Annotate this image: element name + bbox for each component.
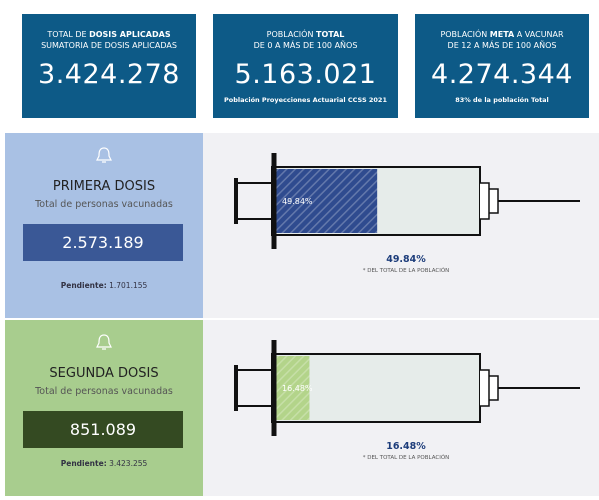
dose-subtitle: Total de personas vacunadas — [5, 199, 203, 210]
syringe-tip — [480, 183, 498, 219]
syringe-tip — [480, 370, 498, 406]
card-note: 83% de la población Total — [415, 96, 589, 104]
percent-note: * DEL TOTAL DE LA POBLACIÓN — [363, 267, 450, 274]
dose-title: PRIMERA DOSIS — [5, 179, 203, 194]
percent-label: 16.48% — [386, 441, 426, 452]
heading-bold: META — [490, 30, 514, 39]
card-value: 5.163.021 — [213, 59, 398, 90]
fill-label: 16.48% — [282, 384, 313, 393]
dose-subtitle: Total de personas vacunadas — [5, 386, 203, 397]
heading-text: TOTAL DE — [47, 30, 89, 39]
card-note: Población Proyecciones Actuarial CCSS 20… — [213, 96, 398, 104]
card-value: 3.424.278 — [22, 59, 196, 90]
heading-bold: TOTAL — [316, 30, 344, 39]
bell-outline — [97, 148, 111, 162]
page: TOTAL DE DOSIS APLICADASSUMATORIA DE DOS… — [0, 0, 599, 496]
bell-outline — [97, 335, 111, 349]
pending: Pendiente: 3.423.255 — [5, 459, 203, 468]
heading-bold: DOSIS APLICADAS — [89, 30, 171, 39]
pending-label: Pendiente: — [61, 281, 107, 290]
percent-label: 49.84% — [386, 254, 426, 265]
fill-label: 49.84% — [282, 197, 313, 206]
card-subheading: DE 12 A MÁS DE 100 AÑOS — [415, 40, 589, 51]
pending-value: 1.701.155 — [109, 281, 147, 290]
card-subheading: DE 0 A MÁS DE 100 AÑOS — [213, 40, 398, 51]
card-heading: POBLACIÓN TOTAL — [213, 29, 398, 40]
dose-panel: SEGUNDA DOSIS Total de personas vacunadas… — [5, 320, 203, 496]
heading-text: POBLACIÓN — [267, 30, 316, 39]
syringe-panel: 49.84% 49.84% * DEL TOTAL DE LA POBLACIÓN — [203, 133, 599, 318]
syringe-panel: 16.48% 16.48% * DEL TOTAL DE LA POBLACIÓN — [203, 320, 599, 496]
card-heading: TOTAL DE DOSIS APLICADAS — [22, 29, 196, 40]
heading-text: A VACUNAR — [514, 30, 563, 39]
card-subheading: SUMATORIA DE DOSIS APLICADAS — [22, 40, 196, 51]
percent-note: * DEL TOTAL DE LA POBLACIÓN — [363, 454, 450, 461]
heading-text: POBLACIÓN — [440, 30, 489, 39]
card-heading: POBLACIÓN META A VACUNAR — [415, 29, 589, 40]
dose-title: SEGUNDA DOSIS — [5, 366, 203, 381]
dose-count: 851.089 — [23, 411, 183, 448]
dose-count: 2.573.189 — [23, 224, 183, 261]
card-value: 4.274.344 — [415, 59, 589, 90]
bell-icon — [94, 332, 114, 352]
pending-label: Pendiente: — [61, 459, 107, 468]
bell-icon — [94, 145, 114, 165]
syringe: 16.48% 16.48% * DEL TOTAL DE LA POBLACIÓN — [203, 320, 599, 496]
pending-value: 3.423.255 — [109, 459, 147, 468]
pending: Pendiente: 1.701.155 — [5, 281, 203, 290]
dose-panel: PRIMERA DOSIS Total de personas vacunadas… — [5, 133, 203, 318]
syringe: 49.84% 49.84% * DEL TOTAL DE LA POBLACIÓN — [203, 133, 599, 318]
